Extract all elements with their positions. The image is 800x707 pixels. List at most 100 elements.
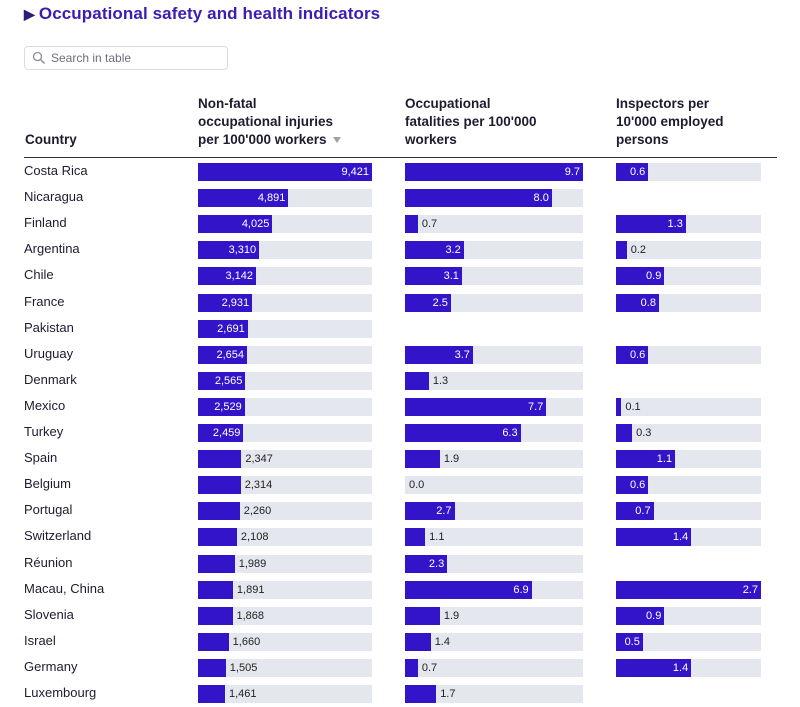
collapse-triangle-icon[interactable]: ▶ xyxy=(24,6,35,22)
table-row: Switzerland 2,108 1.1 1.4 xyxy=(0,524,800,550)
fatalities-value-label: 1.3 xyxy=(432,374,449,387)
fatalities-bar xyxy=(405,658,418,677)
fatalities-bar-track: 3.7 xyxy=(405,345,583,364)
header-fatalities[interactable]: Occupational fatalities per 100'000 work… xyxy=(405,96,537,147)
injuries-bar xyxy=(198,241,260,260)
injuries-value-label: 1,505 xyxy=(229,661,258,674)
fatalities-value-label: 6.3 xyxy=(502,427,518,439)
fatalities-bar-track: 0.7 xyxy=(405,215,583,234)
injuries-bar-track: 2,347 xyxy=(198,450,372,469)
inspectors-bar-track: 0.5 xyxy=(616,632,761,651)
inspectors-value-label: 0.3 xyxy=(636,427,652,439)
inspectors-bar xyxy=(616,215,686,234)
inspectors-value-label: 0.9 xyxy=(646,609,662,622)
fatalities-bar-track: 3.2 xyxy=(405,241,583,260)
table-row: France 2,931 2.5 0.8 xyxy=(0,290,800,316)
inspectors-bar xyxy=(616,580,761,599)
fatalities-bar-track: 1.3 xyxy=(405,371,583,390)
country-cell: Macau, China xyxy=(24,580,105,596)
table-row: Pakistan 2,691 xyxy=(0,316,800,342)
injuries-bar-track: 3,310 xyxy=(198,241,372,260)
inspectors-bar-track: 0.2 xyxy=(616,241,761,260)
header-inspectors[interactable]: Inspectors per 10'000 employed persons xyxy=(616,96,724,147)
fatalities-bar-track: 8.0 xyxy=(405,189,583,208)
injuries-bar-track: 4,025 xyxy=(198,215,372,234)
injuries-bar xyxy=(198,163,372,181)
inspectors-value-label: 0.2 xyxy=(630,244,647,257)
table-row: Argentina 3,310 3.2 0.2 xyxy=(0,237,800,263)
fatalities-value-label: 3.7 xyxy=(454,348,470,361)
country-cell: Chile xyxy=(24,267,54,283)
inspectors-value-label: 0.6 xyxy=(629,348,646,361)
injuries-bar-track: 2,108 xyxy=(198,528,372,547)
fatalities-value-label: 9.7 xyxy=(564,166,580,178)
country-cell: Switzerland xyxy=(24,528,92,544)
inspectors-bar xyxy=(616,502,654,521)
fatalities-bar-track: 2.5 xyxy=(405,293,583,312)
fatalities-bar-track: 1.9 xyxy=(405,606,583,625)
fatalities-bar xyxy=(405,163,583,181)
fatalities-value-label: 6.9 xyxy=(513,583,529,596)
table-row: Germany 1,505 0.7 1.4 xyxy=(0,655,800,681)
inspectors-bar xyxy=(616,163,649,181)
injuries-value-label: 2,108 xyxy=(240,531,269,544)
fatalities-bar-track: 3.1 xyxy=(405,267,583,286)
table-row: Denmark 2,565 1.3 xyxy=(0,368,800,394)
injuries-bar xyxy=(198,476,241,495)
injuries-value-label: 2,691 xyxy=(217,322,245,335)
fatalities-value-label: 1.1 xyxy=(429,531,445,544)
country-cell: Turkey xyxy=(24,424,64,439)
injuries-bar-track: 1,461 xyxy=(198,685,372,703)
country-cell: Costa Rica xyxy=(24,163,88,178)
injuries-bar-track: 2,529 xyxy=(198,397,372,416)
fatalities-bar-track: 0.7 xyxy=(405,658,583,677)
fatalities-value-label: 3.1 xyxy=(443,270,459,283)
inspectors-value-label: 0.8 xyxy=(640,296,656,309)
country-cell: Luxembourg xyxy=(24,685,97,700)
search-box[interactable] xyxy=(24,46,228,70)
inspectors-bar-track: 0.8 xyxy=(616,293,761,312)
fatalities-bar xyxy=(405,450,440,469)
injuries-value-label: 2,565 xyxy=(214,374,243,387)
fatalities-value-label: 1.9 xyxy=(443,609,460,622)
injuries-value-label: 2,654 xyxy=(216,348,245,361)
injuries-value-label: 2,260 xyxy=(243,505,272,518)
sort-desc-icon[interactable] xyxy=(332,137,341,144)
fatalities-bar xyxy=(405,502,455,521)
page-title-text: Occupational safety and health indicator… xyxy=(38,4,381,23)
inspectors-value-label: 2.7 xyxy=(742,583,758,596)
inspectors-bar-track: 0.6 xyxy=(616,476,761,495)
fatalities-bar-track: 2.7 xyxy=(405,502,583,521)
inspectors-value-label: 0.6 xyxy=(629,479,646,492)
inspectors-bar xyxy=(616,606,665,625)
inspectors-bar xyxy=(616,397,622,416)
table-row: Belgium 2,314 0.0 0.6 xyxy=(0,472,800,498)
table-row: Luxembourg 1,461 1.7 xyxy=(0,681,800,707)
table-row: Nicaragua 4,891 8.0 xyxy=(0,185,800,211)
fatalities-bar xyxy=(405,632,431,651)
fatalities-bar xyxy=(405,215,418,234)
injuries-value-label: 3,142 xyxy=(225,270,254,283)
inspectors-value-label: 0.1 xyxy=(625,400,641,413)
fatalities-bar xyxy=(405,424,521,442)
country-cell: Israel xyxy=(24,632,56,648)
search-input[interactable] xyxy=(51,50,221,66)
injuries-bar xyxy=(198,606,233,625)
injuries-bar-track: 2,931 xyxy=(198,293,372,312)
inspectors-bar xyxy=(616,424,633,442)
inspectors-value-label: 1.4 xyxy=(672,661,689,674)
country-cell: Argentina xyxy=(24,241,80,257)
injuries-bar xyxy=(198,580,233,599)
table-row: Israel 1,660 1.4 0.5 xyxy=(0,629,800,655)
injuries-bar xyxy=(198,424,244,442)
inspectors-value-label: 0.6 xyxy=(629,166,646,178)
fatalities-value-label: 0.7 xyxy=(421,661,438,674)
country-cell: Nicaragua xyxy=(24,189,84,205)
fatalities-value-label: 1.9 xyxy=(443,453,460,466)
injuries-bar xyxy=(198,658,226,677)
inspectors-bar xyxy=(616,241,627,260)
header-country[interactable]: Country xyxy=(25,132,77,147)
header-injuries[interactable]: Non-fatal occupational injuries per 100'… xyxy=(198,95,341,149)
fatalities-bar-track: 1.9 xyxy=(405,450,583,469)
injuries-bar-track: 9,421 xyxy=(198,163,372,181)
